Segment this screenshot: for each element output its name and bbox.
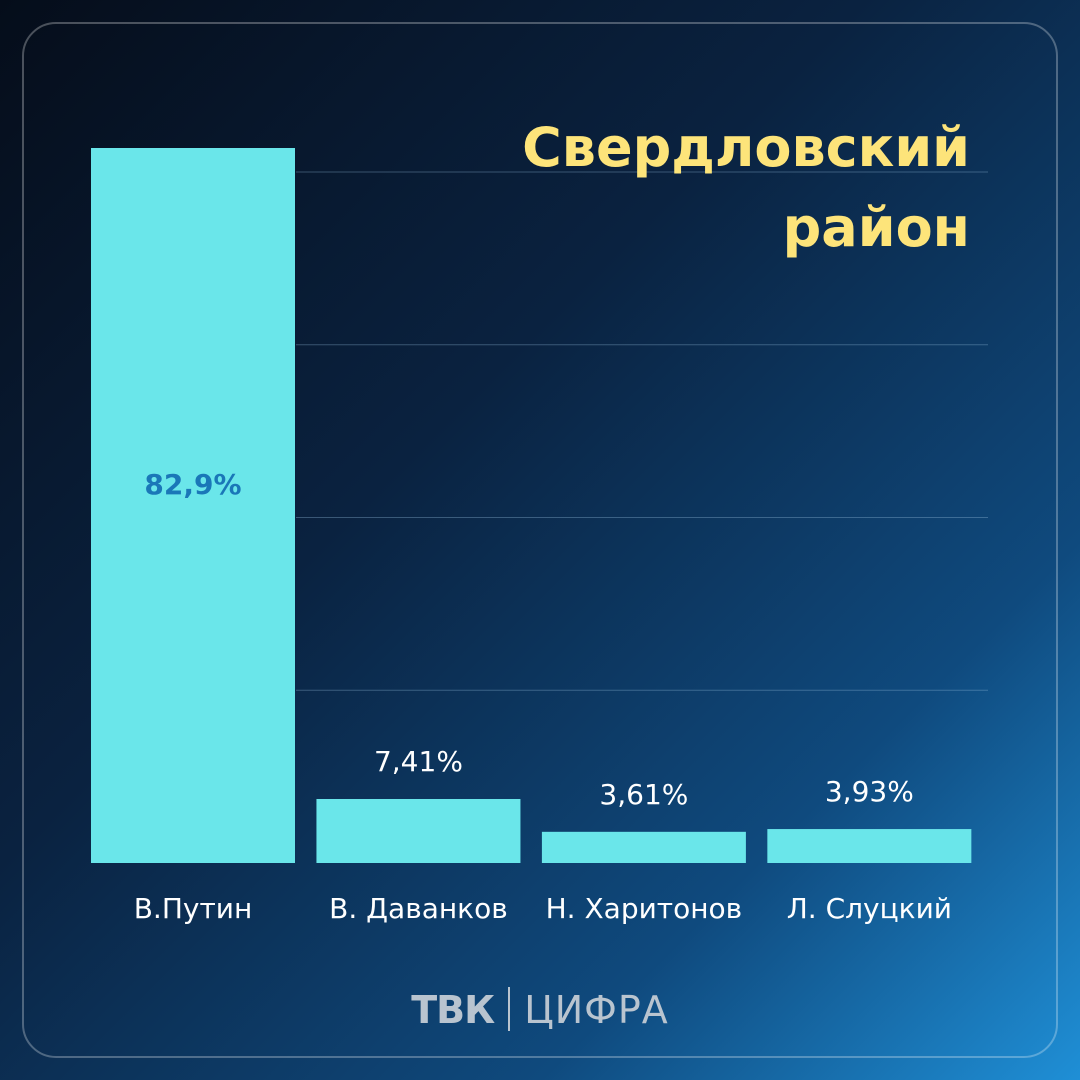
brand-logo-tvk: ТВК <box>411 988 495 1032</box>
card-frame <box>22 22 1058 1058</box>
footer-brand: ТВК ЦИФРА <box>0 986 1080 1034</box>
chart-title-line-1: Свердловский <box>522 116 970 179</box>
bar-1 <box>316 798 521 863</box>
category-label-1: В. Даванков <box>329 892 508 925</box>
bar-0 <box>91 148 295 863</box>
category-label-0: В.Путин <box>134 892 253 925</box>
brand-logo-cifra: ЦИФРА <box>524 988 669 1032</box>
brand-separator <box>508 987 511 1031</box>
category-label-2: Н. Харитонов <box>546 892 743 925</box>
chart-title-line-2: район <box>782 196 970 259</box>
bar-2 <box>541 831 746 863</box>
category-label-3: Л. Слуцкий <box>787 892 952 925</box>
data-label-3: 3,93% <box>825 775 914 808</box>
data-label-2: 3,61% <box>599 778 688 811</box>
chart-title: Свердловский район <box>522 108 970 268</box>
bar-3 <box>767 829 972 863</box>
data-label-0: 82,9% <box>144 468 241 501</box>
data-label-1: 7,41% <box>374 745 463 778</box>
